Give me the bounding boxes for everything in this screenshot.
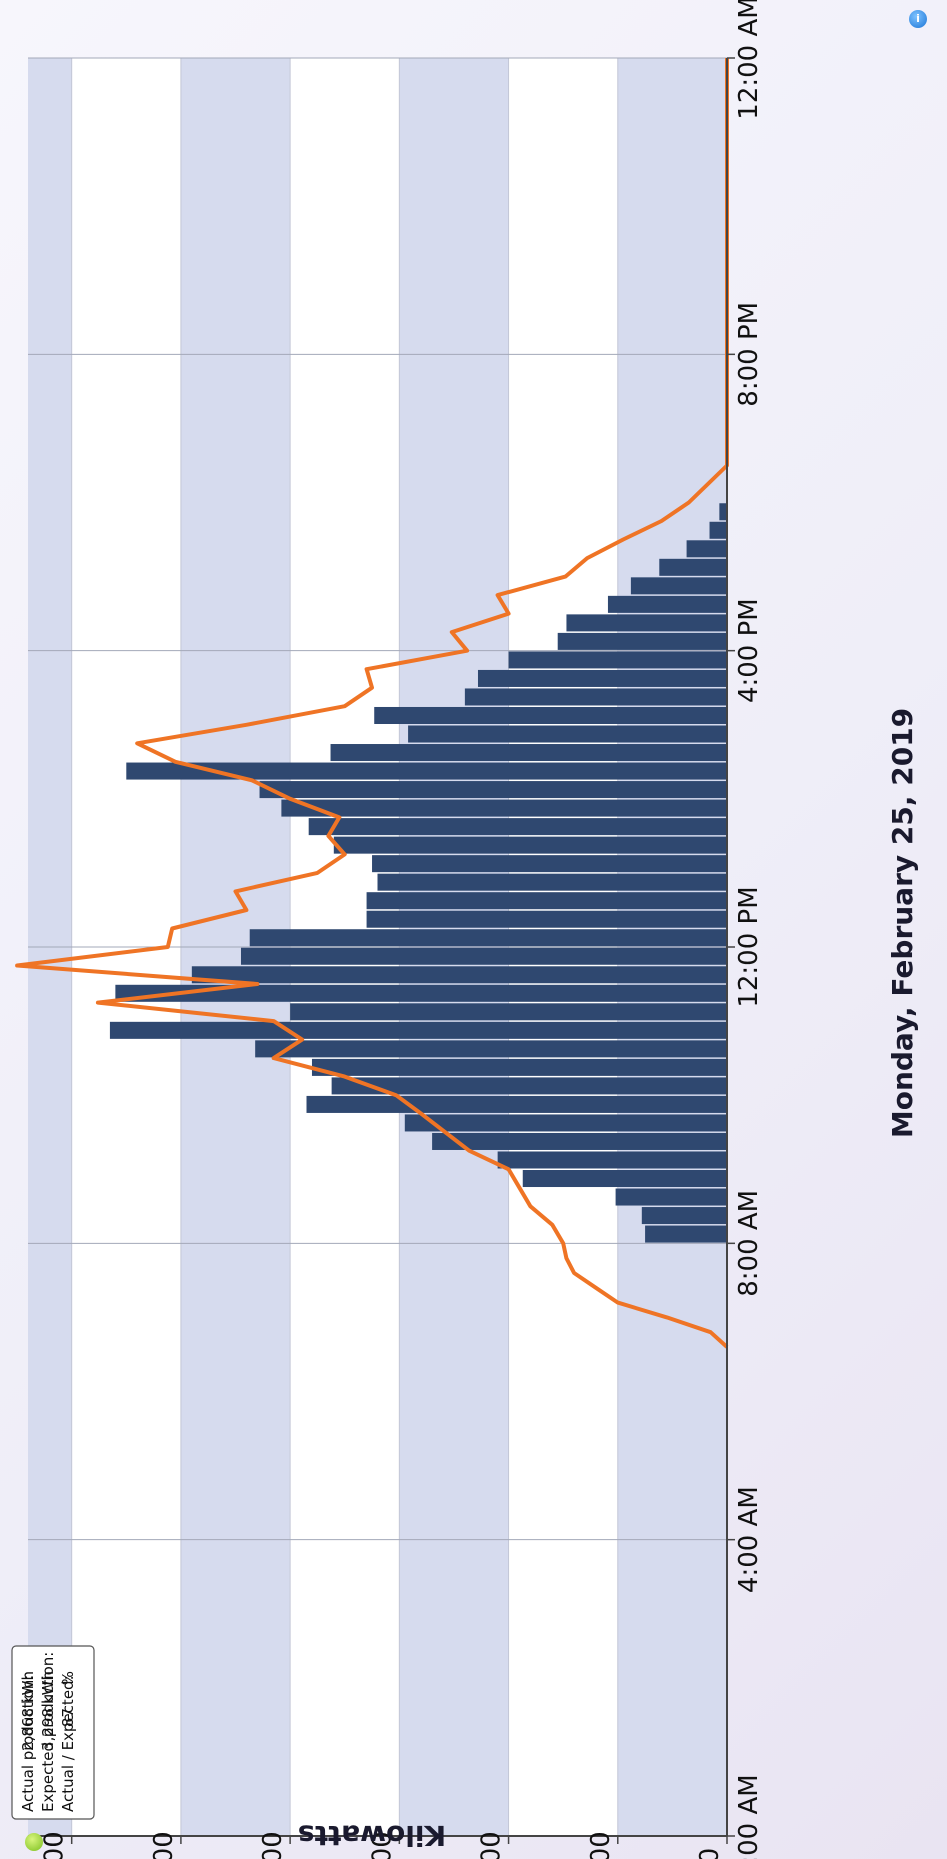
production-bar — [308, 818, 727, 836]
production-bar — [719, 503, 727, 521]
y-tick-label: 300 — [367, 1831, 397, 1859]
production-bar — [630, 577, 727, 595]
summary-label: Actual production: — [19, 1675, 37, 1812]
x-axis-title: Monday, February 25, 2019 — [886, 708, 919, 1138]
info-icon[interactable]: i — [909, 10, 927, 28]
production-bar — [377, 873, 727, 891]
production-bar — [281, 799, 727, 817]
production-bar — [566, 614, 727, 632]
production-bar — [333, 836, 727, 854]
production-bar — [641, 1207, 727, 1225]
summary-label: Expected production: — [39, 1652, 57, 1812]
x-tick-label: 12:00 PM — [734, 886, 764, 1007]
production-bar — [290, 1003, 727, 1021]
y-tick-label: 200 — [477, 1831, 507, 1859]
summary-unit: kWh — [39, 1671, 57, 1704]
production-bar — [432, 1132, 727, 1150]
x-tick-labels: 12:00 AM 4:00 AM 8:00 AM 12:00 PM 4:00 PM 8:0… — [727, 0, 764, 1859]
x-tick-label: 12:00 AM — [734, 1774, 764, 1859]
y-tick-label: 500 — [149, 1831, 179, 1859]
production-bar — [255, 1040, 728, 1058]
production-bar — [374, 706, 727, 724]
summary-unit: % — [59, 1671, 77, 1685]
summary-value: 3,298 — [39, 1708, 57, 1751]
production-bar — [366, 892, 727, 910]
production-bar — [240, 947, 727, 965]
production-bar — [522, 1170, 727, 1188]
production-bar — [477, 669, 727, 687]
x-tick-label: 4:00 PM — [734, 598, 764, 703]
production-bar — [115, 984, 727, 1002]
y-tick-label: 600 — [40, 1831, 70, 1859]
production-bar — [497, 1151, 727, 1169]
x-tick-label: 8:00 AM — [734, 1190, 764, 1297]
y-tick-labels: 0 100 200 300 400 500 600 — [40, 1831, 728, 1859]
ok-icon — [25, 1833, 43, 1851]
summary-unit: kWh — [19, 1671, 37, 1704]
production-bar — [615, 1188, 727, 1206]
summary-value: 2,868 — [19, 1708, 37, 1751]
production-bar — [330, 744, 727, 762]
y-tick-label: 100 — [586, 1831, 616, 1859]
production-bar — [709, 521, 727, 539]
expected-production-line — [15, 58, 729, 1349]
y-tick-label: 400 — [258, 1831, 288, 1859]
production-bar — [686, 540, 727, 558]
summary-label: Actual / Expected: — [59, 1675, 77, 1812]
summary-box-frame — [11, 1645, 95, 1820]
production-bar — [372, 855, 727, 873]
production-bar — [249, 929, 728, 947]
production-bar — [109, 1021, 727, 1039]
production-bar — [366, 910, 727, 928]
production-bar — [645, 1225, 727, 1243]
production-bar — [557, 632, 727, 650]
production-bar — [659, 558, 727, 576]
production-bar — [311, 1058, 727, 1076]
y-tick-label: 0 — [695, 1848, 725, 1859]
x-tick-label: 4:00 AM — [734, 1486, 764, 1593]
y-axis-title: Kilowatts — [298, 1819, 446, 1852]
production-bar — [404, 1114, 727, 1132]
production-bar — [259, 781, 727, 799]
production-bar — [331, 1077, 727, 1095]
production-bar — [607, 595, 727, 613]
production-bar — [508, 651, 727, 669]
production-bar — [464, 688, 727, 706]
x-tick-label: 8:00 PM — [734, 302, 764, 407]
production-bar — [191, 966, 727, 984]
production-bar — [408, 725, 727, 743]
actual-production-bars — [109, 503, 728, 1243]
production-bar — [126, 762, 727, 780]
production-bar — [306, 1095, 727, 1113]
summary-value: 87 — [59, 1708, 77, 1727]
x-tick-label: 12:00 AM — [734, 0, 764, 120]
